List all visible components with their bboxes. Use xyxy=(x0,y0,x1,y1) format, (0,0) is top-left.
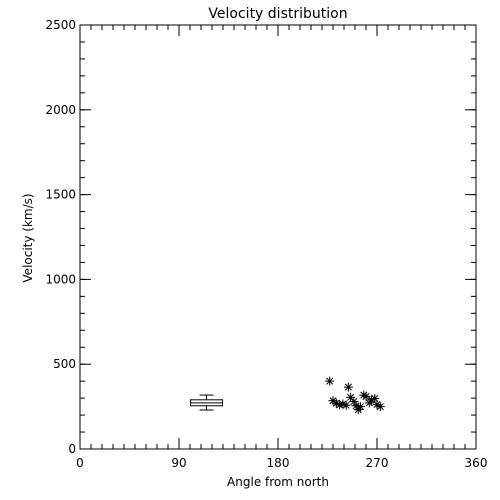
x-tick-label: 0 xyxy=(76,456,84,470)
x-tick-label: 360 xyxy=(465,456,488,470)
y-tick-label: 1000 xyxy=(45,272,76,286)
y-tick-label: 500 xyxy=(53,357,76,371)
scatter-point xyxy=(338,399,348,409)
box-plot xyxy=(190,394,223,411)
scatter-point xyxy=(361,391,371,401)
x-tick-label: 180 xyxy=(267,456,290,470)
plot-frame xyxy=(79,24,477,450)
scatter-point xyxy=(372,400,382,410)
scatter-point xyxy=(370,393,380,403)
scatter-point xyxy=(375,402,385,412)
scatter-points xyxy=(325,376,385,415)
scatter-point xyxy=(343,382,353,392)
scatter-point xyxy=(328,396,338,406)
axis-ticks xyxy=(79,24,477,450)
x-axis-label: Angle from north xyxy=(227,475,329,489)
y-tick-label: 2000 xyxy=(45,103,76,117)
scatter-point xyxy=(353,405,363,415)
scatter-point xyxy=(364,398,374,408)
chart-title: Velocity distribution xyxy=(208,6,347,22)
y-axis-label: Velocity (km/s) xyxy=(21,193,35,282)
scatter-point xyxy=(349,397,359,407)
y-tick-label: 1500 xyxy=(45,188,76,202)
scatter-point xyxy=(341,400,351,410)
scatter-point xyxy=(351,401,361,411)
scatter-point xyxy=(346,392,356,402)
x-tick-label: 270 xyxy=(366,456,389,470)
scatter-point xyxy=(331,398,341,408)
x-tick-label: 90 xyxy=(171,456,186,470)
y-tick-label: 2500 xyxy=(45,18,76,32)
scatter-point xyxy=(325,376,335,386)
scatter-point xyxy=(359,390,369,400)
y-tick-label: 0 xyxy=(68,442,76,456)
axis-tick-labels: 0 90 180 270 360 0 500 1000 1500 2000 2500 xyxy=(45,18,487,470)
scatter-point xyxy=(335,400,345,410)
scatter-point xyxy=(367,395,376,405)
scatter-point xyxy=(356,402,365,412)
